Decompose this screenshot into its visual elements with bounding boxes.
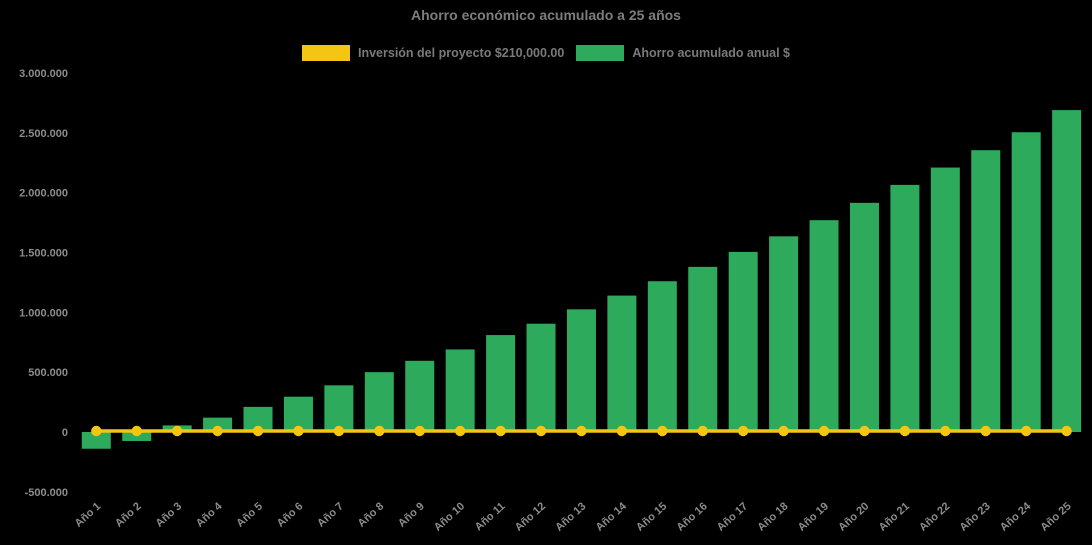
y-axis-tick-label: 2.000.000	[19, 188, 68, 200]
x-axis-tick-label: Año 14	[594, 500, 630, 534]
x-axis-tick-label: Año 12	[513, 500, 548, 533]
x-axis-tick-label: Año 2	[113, 500, 144, 529]
x-axis-tick-label: Año 15	[634, 500, 669, 533]
legend-swatch-ahorro	[576, 45, 625, 61]
y-axis-tick-label: 2.500.000	[19, 128, 68, 140]
bar-año-8	[364, 372, 394, 432]
investment-line-marker	[899, 425, 911, 437]
x-axis-tick-label: Año 21	[877, 500, 912, 533]
investment-line-marker	[374, 425, 385, 437]
chart-legend: Inversión del proyecto $210,000.00 Ahorr…	[0, 45, 1092, 61]
bar-año-21	[890, 184, 920, 432]
investment-line-marker	[778, 425, 789, 437]
bar-año-12	[526, 323, 556, 432]
bar-año-20	[849, 202, 879, 432]
x-axis-tick-label: Año 24	[998, 500, 1034, 534]
y-axis-tick-label: 500.000	[28, 367, 68, 379]
x-axis-tick-label: Año 6	[275, 500, 306, 529]
y-axis-tick-label: 1.000.000	[19, 307, 68, 319]
investment-line-marker	[818, 425, 830, 437]
bar-año-14	[607, 295, 637, 432]
bar-año-24	[1011, 132, 1041, 433]
investment-line-marker	[414, 425, 425, 437]
investment-line-marker	[737, 425, 749, 437]
x-axis-tick-label: Año 10	[432, 500, 467, 533]
x-axis-tick-label: Año 16	[674, 500, 709, 533]
investment-line-marker	[616, 425, 628, 437]
investment-line-marker	[1061, 425, 1072, 437]
bar-año-18	[769, 236, 799, 432]
bar-año-9	[405, 360, 435, 432]
investment-line-marker	[495, 425, 506, 437]
investment-line-marker	[980, 425, 991, 437]
x-axis-tick-label: Año 19	[796, 500, 831, 533]
legend-label-inversion: Inversión del proyecto $210,000.00	[357, 46, 565, 60]
investment-line-marker	[293, 425, 304, 437]
investment-line-marker	[1020, 425, 1032, 437]
x-axis-tick-label: Año 20	[836, 500, 871, 533]
investment-line-marker	[657, 425, 668, 437]
bar-año-16	[688, 266, 718, 432]
chart-title: Ahorro económico acumulado a 25 años	[411, 7, 681, 23]
x-axis-tick-label: Año 17	[715, 500, 750, 533]
investment-line-marker	[859, 425, 870, 437]
bar-año-2	[122, 432, 152, 441]
investment-line-marker	[131, 425, 142, 437]
x-axis-tick-label: Año 5	[234, 500, 265, 529]
bar-año-10	[445, 349, 475, 432]
y-axis-tick-label: 3.000.000	[19, 68, 68, 80]
investment-line-marker	[252, 425, 264, 437]
investment-line-marker	[535, 425, 547, 437]
investment-line-marker	[576, 425, 587, 437]
investment-line-marker	[454, 425, 466, 437]
bar-año-17	[728, 251, 758, 432]
bar-año-13	[566, 309, 596, 432]
legend-swatch-inversion	[301, 45, 350, 61]
x-axis-tick-label: Año 3	[153, 500, 184, 529]
investment-line-marker	[212, 425, 223, 437]
legend-label-ahorro: Ahorro acumulado anual $	[632, 46, 791, 60]
bar-año-15	[647, 281, 677, 432]
x-axis-tick-label: Año 1	[73, 500, 104, 529]
x-axis-tick-label: Año 23	[957, 500, 992, 533]
y-axis-tick-label: 1.500.000	[19, 248, 68, 260]
bar-año-25	[1052, 110, 1082, 432]
bar-año-19	[809, 220, 839, 432]
x-axis-tick-label: Año 7	[315, 500, 346, 529]
bar-año-1	[81, 432, 111, 449]
investment-line-marker	[171, 425, 183, 437]
investment-line-marker	[333, 425, 345, 437]
investment-line-marker	[940, 425, 951, 437]
x-axis-tick-label: Año 9	[396, 500, 427, 529]
x-axis-tick-label: Año 11	[473, 500, 508, 533]
y-axis-tick-label: 0	[62, 427, 68, 439]
investment-line-marker	[697, 425, 708, 437]
x-axis-tick-label: Año 22	[917, 500, 952, 533]
investment-line-marker	[91, 425, 102, 437]
legend-item-ahorro: Ahorro acumulado anual $	[576, 45, 790, 61]
x-axis-tick-label: Año 8	[356, 500, 387, 529]
x-axis-tick-label: Año 13	[553, 500, 588, 533]
x-axis-tick-label: Año 25	[1038, 500, 1073, 533]
bar-año-22	[930, 167, 960, 432]
bar-año-4	[203, 417, 233, 432]
y-axis-tick-label: -500.000	[25, 487, 68, 499]
bar-año-23	[971, 150, 1001, 432]
bar-año-11	[486, 335, 516, 432]
bar-año-7	[324, 385, 354, 432]
legend-item-inversion: Inversión del proyecto $210,000.00	[301, 45, 565, 61]
x-axis-tick-label: Año 4	[194, 500, 225, 530]
x-axis-tick-label: Año 18	[755, 500, 790, 533]
